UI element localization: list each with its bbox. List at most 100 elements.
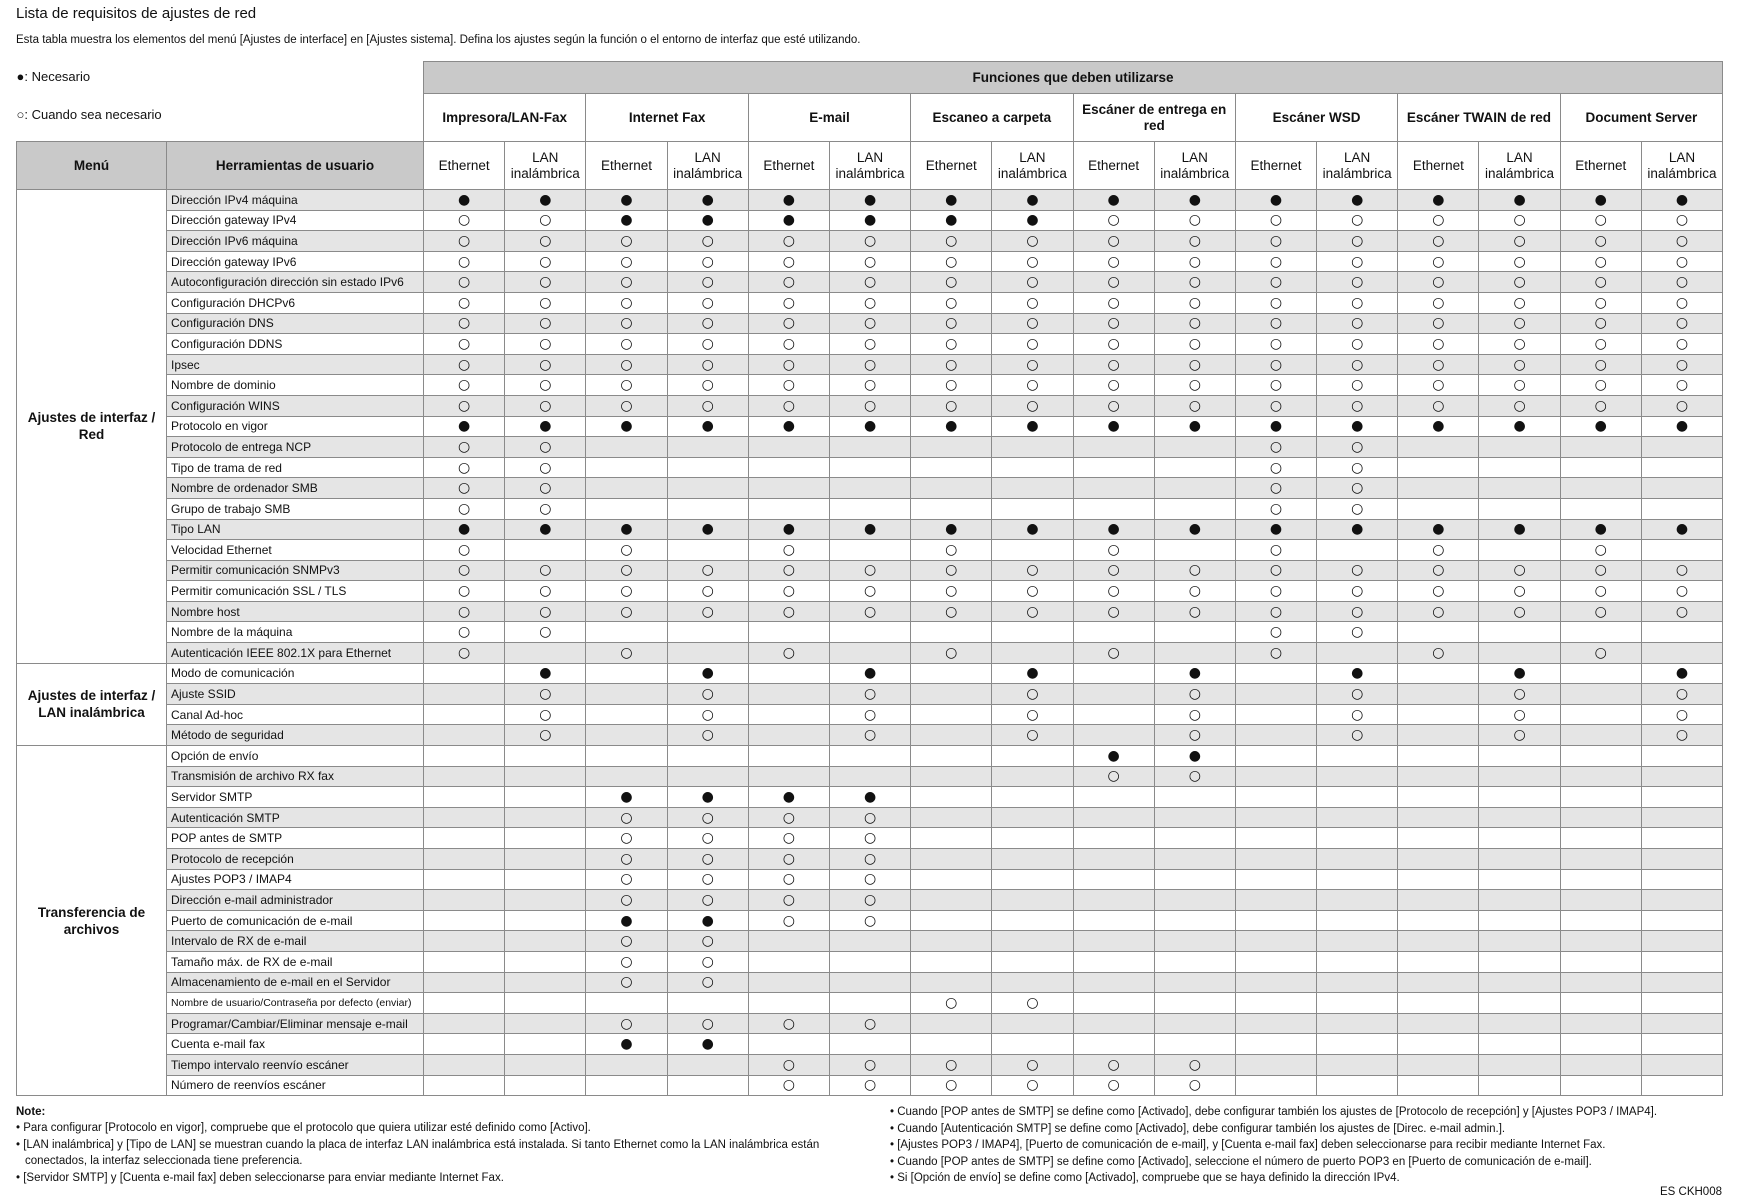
empty-cell: [828, 992, 912, 1014]
subcolumn-header: LAN inalámbrica: [1640, 141, 1724, 190]
empty-cell: [585, 1053, 668, 1076]
table-row: Protocolo en vigor ● ● ● ● ● ● ● ● ● ● ● ● ● ● ● ●: [17, 415, 1724, 438]
table-row: Cuenta e-mail fax ● ●: [17, 1033, 1724, 1055]
setting-name: Tipo LAN: [165, 518, 425, 541]
requirement-mark: ○: [910, 539, 993, 561]
requirement-mark: ○: [1153, 209, 1236, 232]
empty-cell: [1640, 971, 1724, 994]
empty-cell: [991, 909, 1074, 932]
requirement-mark: ○: [910, 230, 993, 252]
requirement-mark: ○: [1072, 271, 1155, 293]
requirement-mark: ○: [828, 230, 912, 252]
requirement-mark: ●: [666, 909, 749, 932]
requirement-mark: ○: [1153, 394, 1236, 417]
setting-name: Ajustes POP3 / IMAP4: [165, 868, 425, 891]
requirement-mark: ○: [423, 456, 506, 479]
empty-cell: [585, 456, 668, 479]
requirement-mark: ○: [910, 394, 993, 417]
requirement-mark: ○: [1072, 559, 1155, 582]
empty-cell: [991, 745, 1074, 767]
requirement-mark: ○: [1397, 539, 1480, 561]
setting-name: POP antes de SMTP: [165, 827, 425, 849]
requirement-mark: ●: [991, 189, 1074, 211]
requirement-mark: ●: [1640, 518, 1724, 541]
requirement-mark: ○: [1559, 600, 1642, 623]
requirement-mark: ○: [423, 250, 506, 273]
empty-cell: [747, 765, 830, 788]
requirement-mark: ○: [1234, 621, 1318, 644]
requirement-mark: ○: [1153, 1053, 1236, 1076]
empty-cell: [666, 642, 749, 664]
requirement-mark: ○: [1153, 600, 1236, 623]
requirement-mark: ●: [1234, 518, 1318, 541]
empty-cell: [1478, 889, 1561, 911]
requirement-mark: ○: [666, 930, 749, 952]
requirement-mark: ○: [910, 642, 993, 664]
empty-cell: [423, 765, 506, 788]
setting-name: Almacenamiento de e-mail en el Servidor: [165, 971, 425, 994]
requirement-mark: ○: [1153, 353, 1236, 376]
function-header: Document Server: [1559, 93, 1724, 142]
empty-cell: [1316, 765, 1399, 788]
requirement-mark: ○: [747, 600, 830, 623]
empty-cell: [1153, 786, 1236, 808]
table-row: Protocolo de recepción ○ ○ ○ ○: [17, 848, 1724, 870]
notes-title: Note:: [16, 1106, 46, 1118]
requirement-mark: ○: [828, 559, 912, 582]
empty-cell: [1640, 889, 1724, 911]
requirement-mark: ○: [1640, 394, 1724, 417]
empty-cell: [1559, 889, 1642, 911]
setting-name: Autenticación IEEE 802.1X para Ethernet: [165, 642, 425, 664]
empty-cell: [585, 477, 668, 499]
notes-left: • Para configurar [Protocolo en vigor], …: [16, 1120, 836, 1186]
table-row: Nombre de dominio ○ ○ ○ ○ ○ ○ ○ ○ ○ ○ ○ ○ ○ ○ ○ ○: [17, 374, 1724, 396]
setting-name: Número de reenvíos escáner: [165, 1074, 425, 1097]
empty-cell: [1478, 1033, 1561, 1055]
subcolumn-header: LAN inalámbrica: [666, 141, 749, 190]
requirement-mark: ○: [828, 724, 912, 747]
empty-cell: [1072, 497, 1155, 520]
requirement-mark: ○: [991, 559, 1074, 582]
empty-cell: [828, 765, 912, 788]
empty-cell: [504, 745, 587, 767]
requirement-mark: ○: [504, 683, 587, 705]
empty-cell: [1640, 436, 1724, 458]
requirement-mark: ●: [1316, 518, 1399, 541]
requirement-mark: ○: [1072, 394, 1155, 417]
requirement-mark: ○: [1478, 374, 1561, 396]
empty-cell: [910, 724, 993, 747]
empty-cell: [910, 930, 993, 952]
empty-cell: [910, 765, 993, 788]
empty-cell: [504, 827, 587, 849]
empty-cell: [423, 868, 506, 891]
empty-cell: [1072, 1033, 1155, 1055]
requirement-mark: ○: [666, 703, 749, 726]
header-row: Menú Herramientas de usuario Ethernet LAN i…: [16, 141, 1724, 190]
empty-cell: [1234, 848, 1318, 870]
requirement-mark: ○: [666, 580, 749, 602]
group-label: Transferencia de archivos: [16, 745, 167, 1097]
setting-name: Tipo de trama de red: [165, 456, 425, 479]
subcolumn-header: LAN inalámbrica: [991, 141, 1074, 190]
requirement-mark: ○: [1478, 559, 1561, 582]
requirement-mark: ●: [1153, 189, 1236, 211]
requirement-mark: ○: [423, 271, 506, 293]
requirement-mark: ○: [504, 580, 587, 602]
empty-cell: [1397, 930, 1480, 952]
requirement-mark: ○: [1478, 250, 1561, 273]
empty-cell: [1478, 745, 1561, 767]
empty-cell: [1559, 621, 1642, 644]
empty-cell: [1559, 971, 1642, 994]
requirement-mark: ○: [1478, 271, 1561, 293]
requirement-mark: ●: [423, 415, 506, 438]
requirement-mark: ○: [910, 333, 993, 355]
empty-cell: [423, 1033, 506, 1055]
requirement-mark: ●: [666, 786, 749, 808]
empty-cell: [1640, 868, 1724, 891]
empty-cell: [1478, 436, 1561, 458]
requirement-mark: ●: [828, 415, 912, 438]
requirement-mark: ○: [585, 1012, 668, 1035]
requirement-mark: ●: [666, 189, 749, 211]
empty-cell: [1559, 806, 1642, 829]
empty-cell: [1559, 497, 1642, 520]
